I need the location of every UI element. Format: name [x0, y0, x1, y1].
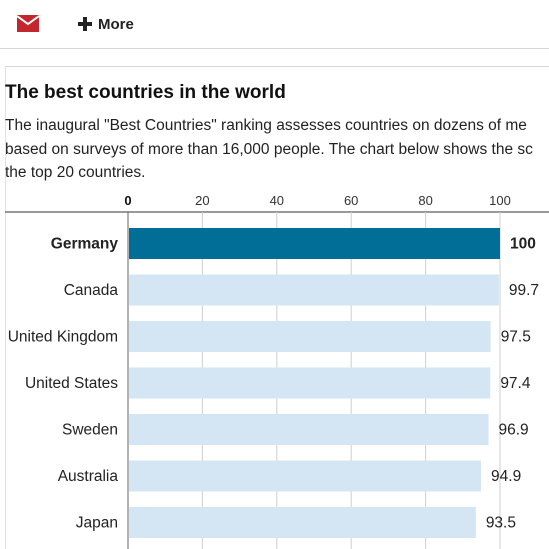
bar	[129, 228, 500, 259]
value-label: 97.5	[501, 329, 531, 346]
content-divider	[5, 66, 549, 67]
content-border	[5, 66, 6, 549]
category-label: United Kingdom	[8, 329, 118, 346]
category-label: Australia	[58, 468, 119, 485]
tick-label: 0	[124, 193, 131, 208]
plus-icon	[78, 17, 92, 31]
tick-label: 60	[344, 193, 358, 208]
category-label: United States	[25, 375, 118, 392]
tick-label: 40	[270, 193, 284, 208]
bar	[129, 321, 491, 352]
more-button[interactable]: More	[78, 13, 134, 35]
article-title: The best countries in the world	[5, 82, 286, 103]
value-label: 97.4	[500, 375, 531, 392]
envelope-icon[interactable]	[16, 15, 40, 32]
bar-chart: 0 20 40 60 80 100 Germany 100 Canada 99.7 United K…	[0, 186, 549, 549]
tick-label: 20	[195, 193, 209, 208]
category-label: Sweden	[62, 422, 118, 439]
bar	[129, 507, 476, 538]
more-button-label: More	[98, 15, 134, 33]
value-label: 94.9	[491, 468, 521, 485]
chart-svg: 0 20 40 60 80 100 Germany 100 Canada 99.7 United K…	[5, 193, 549, 549]
description-line: the top 20 countries.	[5, 164, 146, 181]
tick-label: 80	[418, 193, 432, 208]
value-label: 100	[510, 236, 536, 253]
bar	[129, 414, 489, 445]
category-label: Canada	[64, 282, 119, 299]
category-label: Japan	[76, 515, 118, 532]
category-label: Germany	[51, 236, 119, 253]
bar	[129, 460, 482, 492]
top-bar: More	[0, 0, 549, 49]
value-label: 99.7	[509, 282, 539, 299]
value-label: 96.9	[498, 422, 528, 439]
description-line: based on surveys of more than 16,000 peo…	[5, 140, 533, 158]
bar	[129, 367, 491, 399]
tick-label: 100	[489, 193, 511, 208]
article-description: The inaugural "Best Countries" ranking a…	[5, 114, 549, 185]
value-label: 93.5	[486, 515, 516, 532]
description-line: The inaugural "Best Countries" ranking a…	[5, 117, 527, 134]
bar	[129, 274, 499, 306]
